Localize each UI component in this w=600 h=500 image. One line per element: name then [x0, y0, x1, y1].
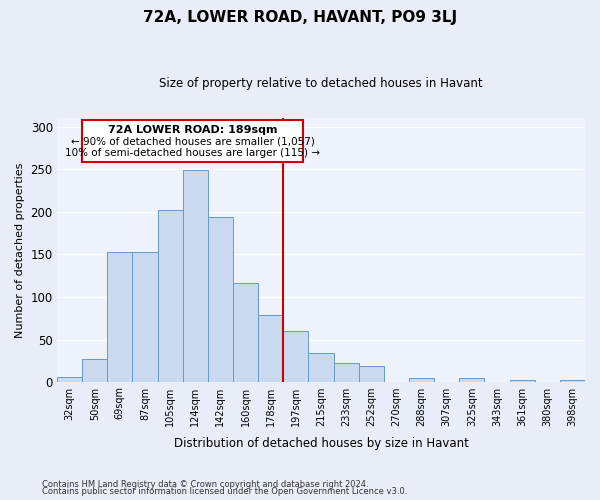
Bar [158, 210, 182, 382]
FancyBboxPatch shape [82, 120, 304, 162]
Text: 10% of semi-detached houses are larger (115) →: 10% of semi-detached houses are larger (… [65, 148, 320, 158]
Text: 72A, LOWER ROAD, HAVANT, PO9 3LJ: 72A, LOWER ROAD, HAVANT, PO9 3LJ [143, 10, 457, 25]
Bar [409, 378, 434, 382]
Bar [208, 217, 233, 382]
Bar [107, 252, 133, 382]
Bar [308, 353, 334, 382]
Text: 72A LOWER ROAD: 189sqm: 72A LOWER ROAD: 189sqm [108, 125, 278, 135]
Bar [82, 359, 107, 382]
Bar [57, 377, 82, 382]
Bar [359, 366, 384, 382]
Bar [509, 380, 535, 382]
Bar [459, 378, 484, 382]
Bar [233, 282, 258, 382]
Bar [182, 170, 208, 382]
X-axis label: Distribution of detached houses by size in Havant: Distribution of detached houses by size … [173, 437, 469, 450]
Text: Contains public sector information licensed under the Open Government Licence v3: Contains public sector information licen… [42, 488, 407, 496]
Bar [283, 331, 308, 382]
Text: Contains HM Land Registry data © Crown copyright and database right 2024.: Contains HM Land Registry data © Crown c… [42, 480, 368, 489]
Bar [334, 364, 359, 382]
Bar [258, 315, 283, 382]
Y-axis label: Number of detached properties: Number of detached properties [15, 162, 25, 338]
Bar [133, 252, 158, 382]
Bar [560, 380, 585, 382]
Text: ← 90% of detached houses are smaller (1,057): ← 90% of detached houses are smaller (1,… [71, 137, 314, 147]
Title: Size of property relative to detached houses in Havant: Size of property relative to detached ho… [159, 78, 483, 90]
